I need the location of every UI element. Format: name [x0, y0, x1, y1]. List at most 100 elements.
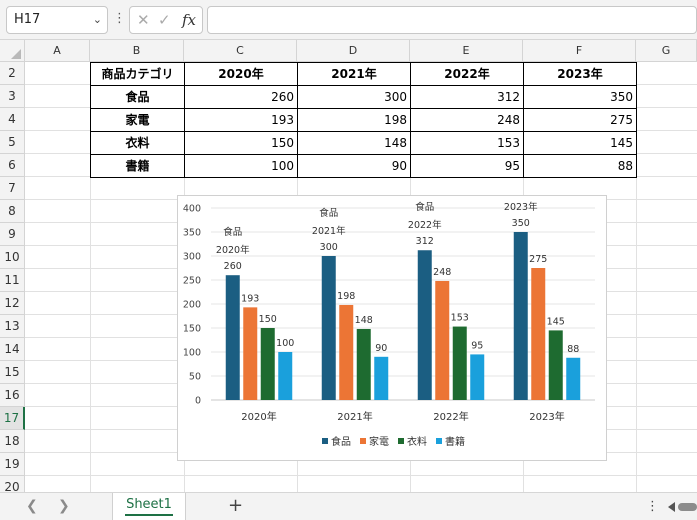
bar-書籍-2020年 [278, 352, 293, 400]
formula-actions: ✕ ✓ fx [129, 6, 203, 34]
column-header-d[interactable]: D [297, 40, 410, 62]
vertical-ellipsis-icon[interactable]: ⋮ [646, 499, 659, 514]
x-tick-label: 2021年 [337, 410, 372, 423]
table-cell[interactable]: 100 [184, 154, 298, 178]
chevron-down-icon[interactable]: ⌄ [92, 13, 102, 26]
table-row-label[interactable]: 衣料 [90, 131, 185, 155]
row-header-19[interactable]: 19 [0, 453, 25, 476]
bar-家電-2020年 [243, 307, 258, 400]
table-row-label[interactable]: 家電 [90, 108, 185, 132]
y-tick-label: 0 [195, 396, 201, 407]
row-header-2[interactable]: 2 [0, 62, 25, 85]
data-label: 193 [241, 293, 259, 304]
legend-swatch [360, 438, 366, 444]
row-header-5[interactable]: 5 [0, 131, 25, 154]
annotation-year: 2020年 [216, 244, 250, 256]
data-label: 88 [567, 344, 579, 355]
y-tick-label: 400 [183, 204, 201, 215]
table-cell[interactable]: 198 [297, 108, 411, 132]
data-label: 153 [451, 313, 469, 324]
chevron-right-icon[interactable]: ❯ [58, 498, 70, 514]
table-header-2020[interactable]: 2020年 [184, 62, 298, 86]
row-header-4[interactable]: 4 [0, 108, 25, 131]
row-header-10[interactable]: 10 [0, 246, 25, 269]
annotation-year: 2023年 [504, 201, 538, 213]
data-label: 150 [259, 314, 277, 325]
table-cell[interactable]: 300 [297, 85, 411, 109]
data-label: 260 [224, 261, 242, 272]
scrollbar-thumb[interactable] [678, 503, 697, 511]
table-cell[interactable]: 150 [184, 131, 298, 155]
table-cell[interactable]: 260 [184, 85, 298, 109]
column-header-f[interactable]: F [523, 40, 636, 62]
table-cell[interactable]: 90 [297, 154, 411, 178]
row-header-14[interactable]: 14 [0, 338, 25, 361]
name-box-value: H17 [14, 12, 41, 27]
table-header-2021[interactable]: 2021年 [297, 62, 411, 86]
table-cell[interactable]: 275 [523, 108, 637, 132]
formula-input[interactable] [207, 6, 697, 34]
y-tick-label: 150 [183, 324, 201, 335]
table-cell[interactable]: 153 [410, 131, 524, 155]
row-header-15[interactable]: 15 [0, 361, 25, 384]
annotation-series: 食品 [415, 201, 434, 213]
column-header-a[interactable]: A [25, 40, 90, 62]
legend-swatch [398, 438, 404, 444]
data-label: 275 [529, 254, 547, 265]
chevron-left-icon[interactable]: ❮ [26, 498, 38, 514]
bar-書籍-2021年 [374, 356, 389, 400]
horizontal-scrollbar[interactable] [668, 501, 697, 513]
column-header-b[interactable]: B [90, 40, 184, 62]
select-all-corner[interactable] [0, 40, 25, 62]
x-tick-label: 2022年 [433, 410, 468, 423]
row-header-9[interactable]: 9 [0, 223, 25, 246]
bar-chart[interactable]: 0 50 100 150 200 250 300 350 400 260 193 150 100 2020… [177, 183, 607, 461]
row-header-16[interactable]: 16 [0, 384, 25, 407]
scroll-left-icon[interactable] [668, 502, 675, 512]
row-header-3[interactable]: 3 [0, 85, 25, 108]
data-label: 312 [416, 236, 434, 247]
table-cell[interactable]: 193 [184, 108, 298, 132]
table-row-label[interactable]: 食品 [90, 85, 185, 109]
legend-entry: 書籍 [445, 435, 465, 448]
legend-swatch [322, 438, 328, 444]
table-header-2022[interactable]: 2022年 [410, 62, 524, 86]
vertical-ellipsis-icon[interactable]: ⋮ [113, 11, 126, 26]
table-row-label[interactable]: 書籍 [90, 154, 185, 178]
table-cell[interactable]: 350 [523, 85, 637, 109]
row-header-11[interactable]: 11 [0, 269, 25, 292]
table-cell[interactable]: 248 [410, 108, 524, 132]
insert-function-icon[interactable]: fx [182, 11, 197, 29]
add-sheet-button[interactable]: + [228, 495, 244, 516]
data-label: 100 [276, 338, 294, 349]
table-cell[interactable]: 88 [523, 154, 637, 178]
row-header-12[interactable]: 12 [0, 292, 25, 315]
column-header-c[interactable]: C [184, 40, 297, 62]
check-icon[interactable]: ✓ [158, 11, 171, 29]
row-header-8[interactable]: 8 [0, 200, 25, 223]
row-header-13[interactable]: 13 [0, 315, 25, 338]
column-header-g[interactable]: G [636, 40, 697, 62]
table-header-2023[interactable]: 2023年 [523, 62, 637, 86]
formula-bar: H17 ⌄ ⋮ ✕ ✓ fx [0, 0, 697, 40]
data-label: 148 [355, 315, 373, 326]
cross-icon[interactable]: ✕ [137, 11, 150, 29]
y-tick-label: 200 [183, 300, 201, 311]
table-cell[interactable]: 312 [410, 85, 524, 109]
name-box[interactable]: H17 ⌄ [6, 6, 108, 34]
bar-家電-2023年 [531, 268, 546, 400]
row-header-17[interactable]: 17 [0, 407, 25, 430]
column-header-e[interactable]: E [410, 40, 523, 62]
table-cell[interactable]: 95 [410, 154, 524, 178]
bar-衣料-2021年 [356, 328, 371, 400]
row-header-7[interactable]: 7 [0, 177, 25, 200]
table-header-category[interactable]: 商品カテゴリ [90, 62, 185, 86]
row-header-6[interactable]: 6 [0, 154, 25, 177]
data-label: 145 [547, 316, 565, 327]
annotation-year: 2022年 [408, 219, 442, 231]
row-header-18[interactable]: 18 [0, 430, 25, 453]
sheet-tab-bar: ❮ ❯ Sheet1 + ⋮ [0, 492, 697, 520]
table-cell[interactable]: 148 [297, 131, 411, 155]
sheet-tab-active[interactable]: Sheet1 [112, 493, 186, 520]
table-cell[interactable]: 145 [523, 131, 637, 155]
